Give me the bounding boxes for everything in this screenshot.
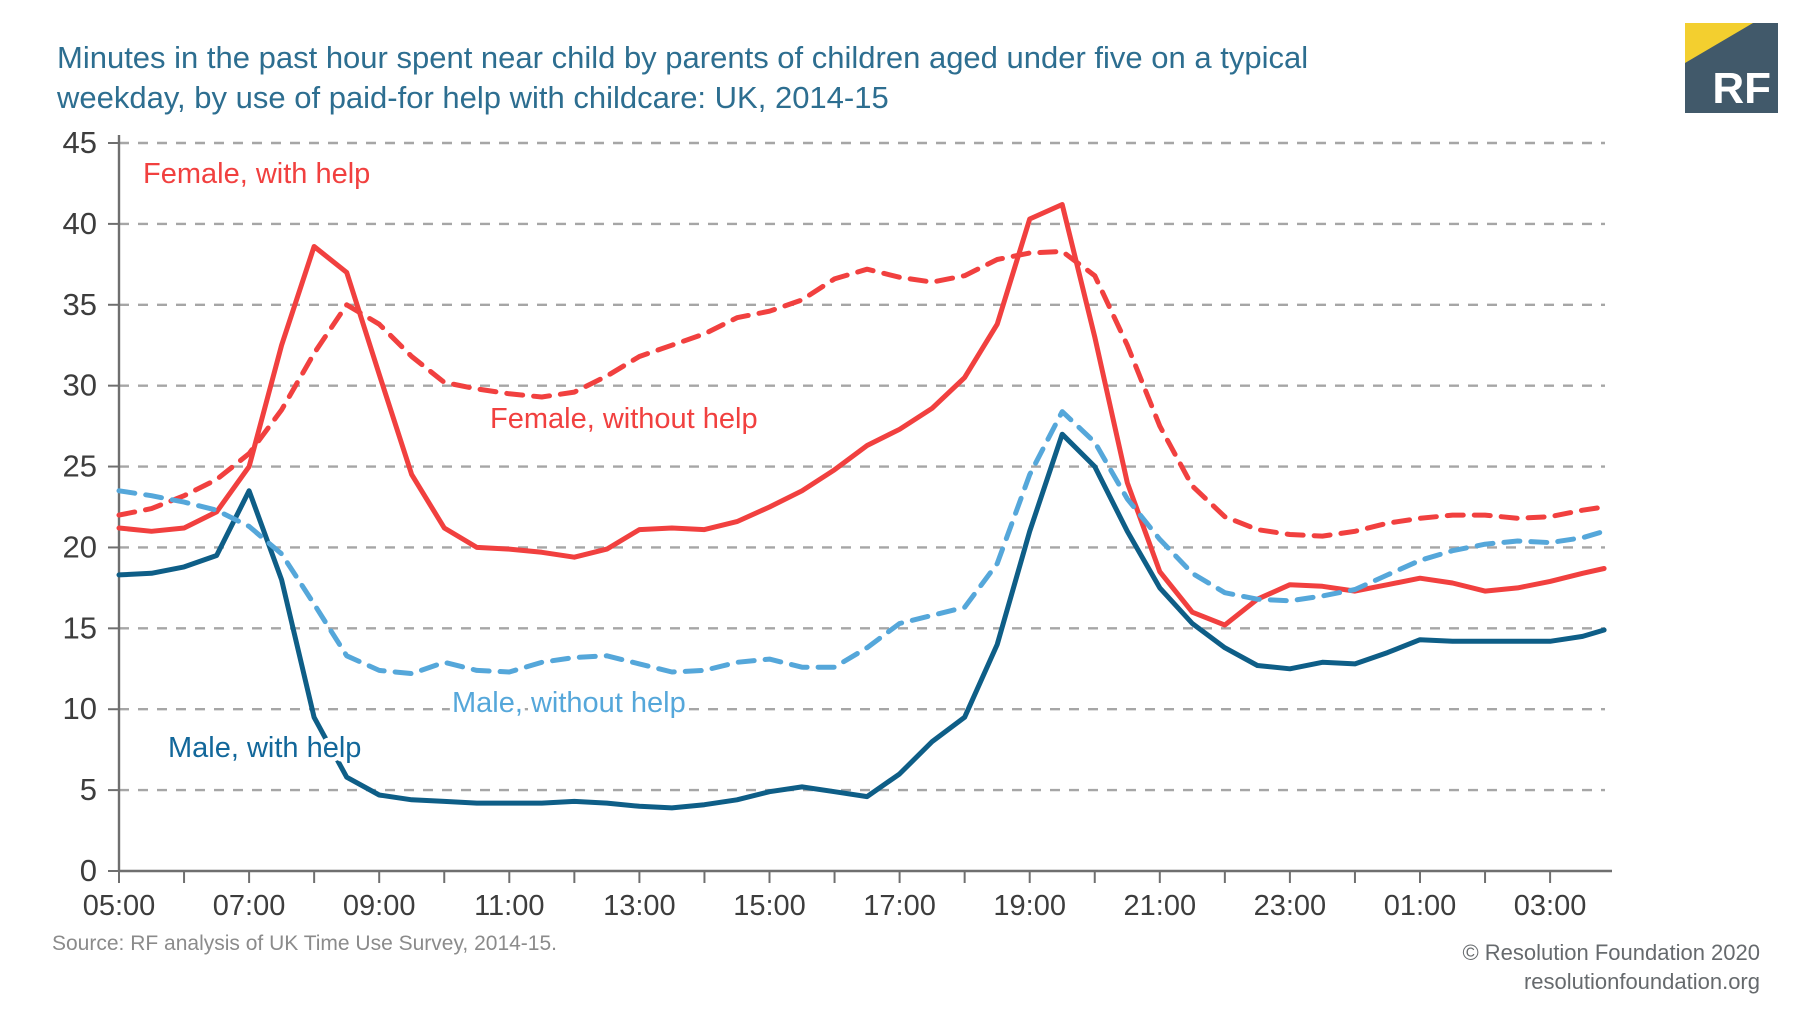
website-link[interactable]: resolutionfoundation.org <box>1523 969 1760 994</box>
series-line-female-with-help <box>116 202 1607 628</box>
x-tick-label-15:00: 15:00 <box>733 890 806 922</box>
y-tick-label-20: 20 <box>63 529 97 564</box>
x-tick-label-17:00: 17:00 <box>863 890 936 922</box>
series-label-male-without-help: Male, without help <box>452 687 686 719</box>
y-tick-label-30: 30 <box>63 368 97 403</box>
series-line-female-without-help <box>116 248 1607 539</box>
chart-title-line2: weekday, by use of paid-for help with ch… <box>57 80 889 115</box>
x-tick-label-21:00: 21:00 <box>1124 890 1197 922</box>
rf-logo: RF <box>1685 23 1778 113</box>
x-tick-label-13:00: 13:00 <box>603 890 676 922</box>
series-label-male-with-help: Male, with help <box>168 732 361 764</box>
chart-title: Minutes in the past hour spent near chil… <box>57 38 1457 118</box>
footer-right: © Resolution Foundation 2020 resolutionf… <box>1040 938 1760 996</box>
y-tick-label-0: 0 <box>80 853 97 888</box>
rf-logo-yellow-triangle <box>1685 23 1753 63</box>
rf-logo-text: RF <box>1712 64 1771 113</box>
y-tick-label-5: 5 <box>80 772 97 807</box>
y-tick-label-10: 10 <box>63 691 97 726</box>
x-tick-label-19:00: 19:00 <box>993 890 1066 922</box>
source-note: Source: RF analysis of UK Time Use Surve… <box>52 932 557 955</box>
chart-title-line1: Minutes in the past hour spent near chil… <box>57 40 1309 75</box>
x-tick-label-05:00: 05:00 <box>83 890 156 922</box>
y-tick-label-35: 35 <box>63 287 97 322</box>
x-tick-label-07:00: 07:00 <box>213 890 286 922</box>
x-tick-label-01:00: 01:00 <box>1384 890 1457 922</box>
series-label-female-with-help: Female, with help <box>143 158 370 190</box>
copyright-text: © Resolution Foundation 2020 <box>1462 940 1760 965</box>
y-tick-label-40: 40 <box>63 206 97 241</box>
series-line-male-with-help <box>116 431 1607 811</box>
series-label-female-without-help: Female, without help <box>490 403 758 435</box>
x-tick-label-03:00: 03:00 <box>1514 890 1587 922</box>
x-tick-label-09:00: 09:00 <box>343 890 416 922</box>
x-tick-label-11:00: 11:00 <box>474 890 544 922</box>
series-line-male-without-help <box>116 409 1607 677</box>
x-tick-label-23:00: 23:00 <box>1254 890 1327 922</box>
y-tick-label-45: 45 <box>63 125 97 160</box>
y-tick-label-25: 25 <box>63 449 97 484</box>
y-tick-label-15: 15 <box>63 610 97 645</box>
